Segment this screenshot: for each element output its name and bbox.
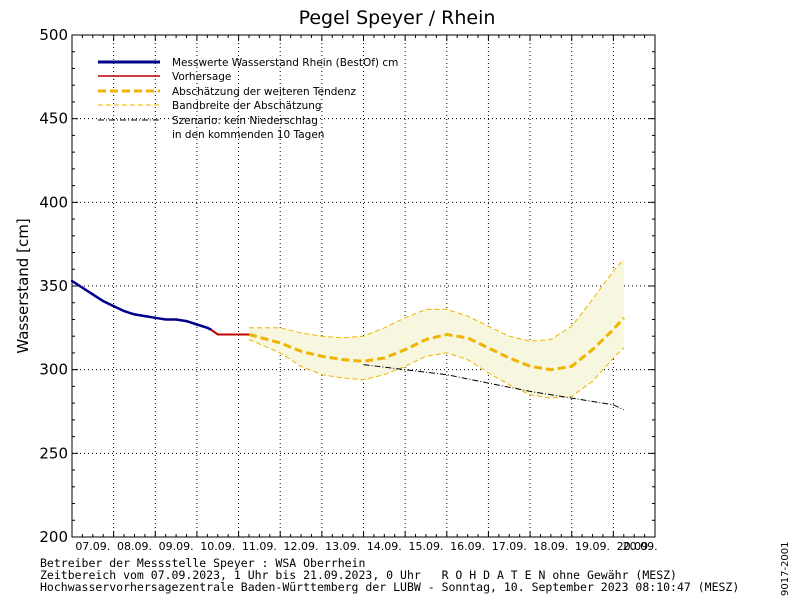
uncertainty-band-fill xyxy=(249,259,624,399)
x-tick-label: 07.09. xyxy=(75,540,110,553)
x-tick-label: 13.09. xyxy=(325,540,360,553)
plot-frame xyxy=(71,34,656,538)
x-tick-label: 15.09. xyxy=(408,540,443,553)
legend-label: Vorhersage xyxy=(172,71,231,83)
x-tick-label: 17.09. xyxy=(492,540,527,553)
legend-label: Bandbreite der Abschätzung xyxy=(172,100,322,112)
legend-label: Messwerte Wasserstand Rhein (BestOf) cm xyxy=(172,57,398,69)
y-tick-label: 350 xyxy=(39,277,68,295)
footer-time-range: Zeitbereich vom 07.09.2023, 1 Uhr bis 21… xyxy=(40,568,677,582)
x-tick-label: 10.09. xyxy=(200,540,235,553)
legend-label: Abschätzung der weiteren Tendenz xyxy=(172,86,357,98)
legend-label: Szenario: kein Niederschlag xyxy=(172,115,318,127)
y-tick-label: 500 xyxy=(39,26,68,44)
band-upper-line xyxy=(249,258,625,342)
plot-area: 200 250 300 350 400 450 500 07.09. 08.09. 09.09. 1… xyxy=(39,26,657,553)
measured-point xyxy=(70,279,74,283)
band-lower-line xyxy=(248,339,625,399)
measured-point xyxy=(143,314,147,318)
measured-point xyxy=(164,318,167,321)
measured-point xyxy=(185,319,188,323)
y-tick-label: 300 xyxy=(39,361,68,379)
measured-point xyxy=(81,286,84,289)
measured-point xyxy=(133,313,136,316)
legend-label: in den kommenden 10 Tagen xyxy=(172,129,324,141)
y-tick-label: 200 xyxy=(39,528,68,546)
chart-title: Pegel Speyer / Rhein xyxy=(299,7,496,29)
x-tick-label: 20.09. xyxy=(617,540,652,553)
measured-point xyxy=(112,304,115,308)
x-tick-label: 09.09. xyxy=(159,540,194,553)
measured-point xyxy=(154,316,157,319)
x-tick-label: 19.09. xyxy=(575,540,610,553)
footer-publisher: Hochwasservorhersagezentrale Baden-Württ… xyxy=(40,580,740,594)
measured-point xyxy=(102,299,105,303)
measured-point xyxy=(206,326,209,330)
x-tick-label: 08.09. xyxy=(117,540,152,553)
tendency-line xyxy=(248,316,625,372)
x-tick-label: 11.09. xyxy=(242,540,277,553)
scenario-line xyxy=(363,364,625,411)
measured-point xyxy=(91,293,95,296)
measured-point xyxy=(174,318,178,321)
y-tick-label: 250 xyxy=(39,444,68,462)
measured-point xyxy=(195,323,199,326)
image-code: 9017-2001 xyxy=(780,541,791,596)
footer-operator: Betreiber der Messstelle Speyer : WSA Ob… xyxy=(40,556,366,570)
measured-point xyxy=(122,309,126,313)
x-tick-label: 16.09. xyxy=(450,540,485,553)
y-tick-label: 400 xyxy=(39,193,68,211)
x-tick-label: 14.09. xyxy=(367,540,402,553)
x-tick-label: 12.09. xyxy=(284,540,319,553)
forecast-line xyxy=(210,328,249,336)
y-tick-label: 450 xyxy=(39,110,68,128)
x-tick-label: 20.09. xyxy=(623,540,658,553)
y-axis-label: Wasserstand [cm] xyxy=(14,218,32,353)
x-tick-label: 18.09. xyxy=(533,540,568,553)
